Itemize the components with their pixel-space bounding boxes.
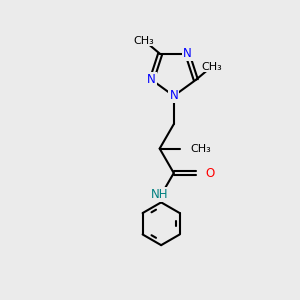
Text: N: N (147, 74, 156, 86)
Text: CH₃: CH₃ (134, 36, 154, 46)
Text: CH₃: CH₃ (201, 61, 222, 71)
Text: NH: NH (151, 188, 168, 201)
Text: CH₃: CH₃ (191, 144, 212, 154)
Text: N: N (183, 47, 192, 61)
Text: O: O (205, 167, 214, 179)
Text: N: N (169, 89, 178, 102)
